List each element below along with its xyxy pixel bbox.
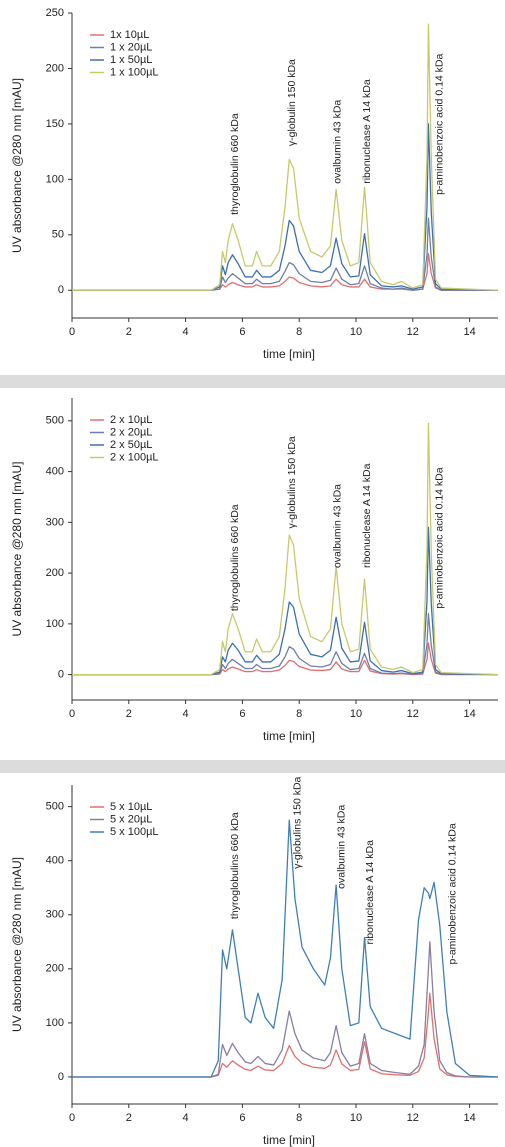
x-axis-title: time [min] (263, 347, 315, 361)
x-tick-label: 8 (296, 326, 302, 338)
x-tick-label: 2 (126, 708, 132, 720)
y-tick-label: 200 (46, 62, 64, 74)
x-tick-label: 10 (350, 1112, 362, 1124)
x-tick-label: 12 (407, 326, 419, 338)
y-axis-title: UV absorbance @280 nm [mAU] (10, 78, 24, 253)
x-tick-label: 14 (463, 326, 475, 338)
legend-label: 1 x 100µL (110, 66, 159, 78)
panel-separator (0, 375, 505, 388)
x-tick-label: 4 (183, 708, 189, 720)
legend-label: 2 x 100µL (110, 451, 159, 463)
peak-annotation: γ-globulins 150 kDa (286, 436, 298, 528)
legend-label: 1x 10µL (110, 29, 149, 41)
y-tick-label: 400 (46, 466, 64, 478)
y-tick-label: 500 (46, 415, 64, 427)
peak-annotation: γ-globulins 150 kDa (292, 776, 304, 868)
series-line (72, 819, 499, 1078)
peak-annotation: ribonuclease A 14 kDa (364, 840, 376, 945)
y-tick-label: 100 (46, 618, 64, 630)
x-tick-label: 12 (407, 708, 419, 720)
y-tick-label: 200 (46, 963, 64, 975)
x-tick-label: 2 (126, 1112, 132, 1124)
peak-annotation: p-aminobenzoic acid 0.14 kDa (446, 823, 458, 964)
peak-annotation: p-aminobenzoic acid 0.14 kDa (434, 467, 446, 608)
y-tick-label: 0 (58, 1071, 64, 1083)
x-tick-label: 14 (463, 1112, 475, 1124)
y-tick-label: 400 (46, 855, 64, 867)
x-tick-label: 0 (69, 326, 75, 338)
x-tick-label: 12 (407, 1112, 419, 1124)
peak-annotation: ovalbumin 43 kDa (336, 805, 348, 889)
series-line (72, 123, 499, 291)
legend-label: 2 x 10µL (110, 414, 152, 426)
peak-annotation: γ-globulin 150 kDa (286, 59, 298, 146)
y-tick-label: 300 (46, 516, 64, 528)
peak-annotation: thyroglobulins 660 kDa (229, 812, 241, 919)
x-tick-label: 8 (296, 1112, 302, 1124)
y-tick-label: 300 (46, 909, 64, 921)
legend-label: 2 x 20µL (110, 426, 152, 438)
x-tick-label: 14 (463, 708, 475, 720)
x-tick-label: 8 (296, 708, 302, 720)
x-tick-label: 4 (183, 326, 189, 338)
peak-annotation: ribonuclease A 14 kDa (361, 463, 373, 568)
x-axis-title: time [min] (263, 1133, 315, 1147)
y-tick-label: 250 (46, 7, 64, 19)
legend-label: 1 x 20µL (110, 41, 152, 53)
x-tick-label: 6 (239, 708, 245, 720)
peak-annotation: ribonuclease A 14 kDa (361, 79, 373, 184)
peak-annotation: thyroglobulin 660 kDa (229, 113, 241, 215)
x-tick-label: 0 (69, 708, 75, 720)
peak-annotation: thyroglobulins 660 kDa (229, 504, 241, 611)
y-tick-label: 0 (58, 669, 64, 681)
legend-label: 5 x 10µL (110, 801, 152, 813)
legend-label: 1 x 50µL (110, 54, 152, 66)
legend-label: 2 x 50µL (110, 439, 152, 451)
legend-label: 5 x 20µL (110, 813, 152, 825)
y-tick-label: 100 (46, 173, 64, 185)
x-tick-label: 0 (69, 1112, 75, 1124)
peak-annotation: p-aminobenzoic acid 0.14 kDa (434, 53, 446, 194)
peak-annotation: ovalbumin 43 kDa (331, 484, 343, 568)
y-tick-label: 50 (52, 229, 64, 241)
x-tick-label: 10 (350, 326, 362, 338)
series-line (72, 217, 498, 291)
series-line (72, 613, 499, 676)
y-tick-label: 500 (46, 801, 64, 813)
y-tick-label: 0 (58, 284, 64, 296)
peak-annotation: ovalbumin 43 kDa (331, 100, 343, 184)
y-tick-label: 150 (46, 118, 64, 130)
series-line (72, 992, 498, 1078)
x-axis-title: time [min] (263, 729, 315, 743)
series-line (72, 526, 499, 676)
y-tick-label: 100 (46, 1017, 64, 1029)
series-line (72, 23, 499, 291)
y-tick-label: 200 (46, 567, 64, 579)
panel-separator (0, 760, 505, 773)
x-tick-label: 2 (126, 326, 132, 338)
series-line (72, 422, 499, 676)
x-tick-label: 4 (183, 1112, 189, 1124)
y-axis-title: UV absorbance @280 nm [mAU] (10, 462, 24, 637)
series-line (72, 941, 498, 1078)
legend-label: 5 x 100µL (110, 826, 159, 838)
y-axis-title: UV absorbance @280 nm [mAU] (10, 857, 24, 1032)
x-tick-label: 6 (239, 1112, 245, 1124)
x-tick-label: 6 (239, 326, 245, 338)
x-tick-label: 10 (350, 708, 362, 720)
